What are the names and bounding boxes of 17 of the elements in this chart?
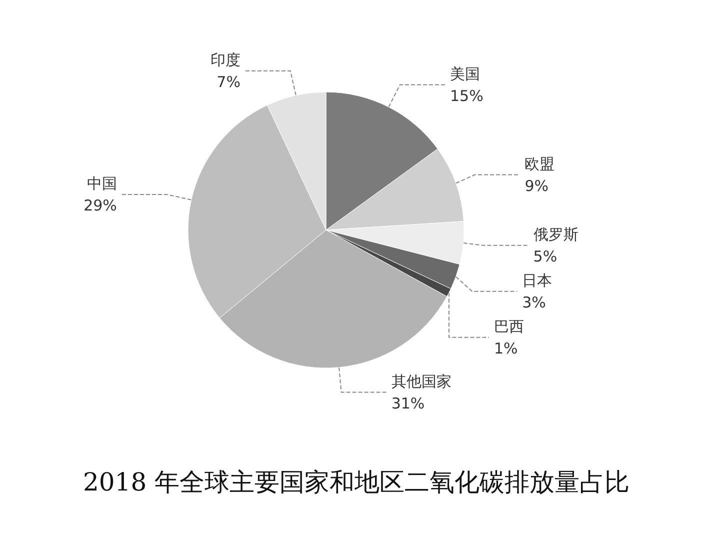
slice-label: 中国 xyxy=(86,174,117,192)
data-label: 9% xyxy=(524,176,549,195)
slice-label: 日本 xyxy=(522,271,552,290)
data-label: 5% xyxy=(533,247,558,266)
data-label: 31% xyxy=(391,394,425,412)
data-label: 3% xyxy=(522,293,546,312)
text: 2018 年全球主要国家和地区二氧化碳排放量占比 xyxy=(83,468,630,496)
slice-label: 印度 xyxy=(210,50,240,69)
slice-label: 美国 xyxy=(450,64,480,83)
slice-label: 巴西 xyxy=(494,317,524,336)
slice-label: 俄罗斯 xyxy=(533,225,578,244)
data-label: 15% xyxy=(450,86,484,105)
slice-label: 其他国家 xyxy=(391,372,452,390)
data-label: 7% xyxy=(216,72,240,91)
data-label: 29% xyxy=(84,196,117,214)
data-label: 1% xyxy=(494,339,518,358)
slice-label: 欧盟 xyxy=(524,154,555,173)
